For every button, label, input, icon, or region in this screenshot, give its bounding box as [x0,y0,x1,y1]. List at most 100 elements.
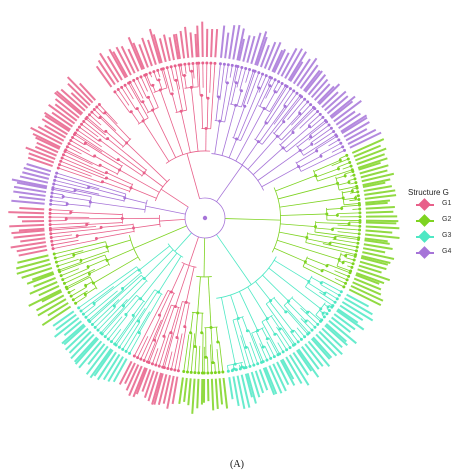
leaf-label [29,281,58,295]
trunk-branch [133,225,187,249]
leaf-branch [265,303,296,345]
leaf-branch [85,290,118,318]
tree-node [85,115,89,119]
leaf-label [236,375,246,410]
tree-node [344,281,348,285]
tree-node [113,342,117,346]
leaf-branch [305,242,356,255]
leaf-label [196,378,200,409]
leaf-branch [153,71,158,81]
branch [280,223,316,228]
tree-node [71,135,75,139]
tree-node [305,235,309,239]
leaf-label [258,369,269,391]
tree-node [243,104,247,108]
leaf-label [95,65,113,88]
tree-node [347,274,351,278]
leaf-label [357,268,391,282]
tree-node [120,85,124,89]
legend-item-g1: G1 [408,197,474,213]
leaf-label [338,112,361,130]
leaf-label [359,164,389,175]
leaf-branch [246,72,260,105]
tree-node [124,349,128,353]
leaf-label [365,233,400,240]
leaf-label [267,41,282,71]
leaf-label [346,293,370,308]
branch [184,302,190,327]
leaf-label [63,320,82,336]
tree-node [345,278,349,282]
tree-node [113,90,117,94]
leaf-branch [50,203,68,207]
leaf-label [61,323,85,345]
leaf-branch [124,84,134,100]
branch [337,181,350,186]
tree-node [236,65,240,69]
legend-title: Structure G [408,188,449,197]
trunk-branch [216,164,243,202]
leaf-branch [281,327,294,346]
leaf-branch [59,164,92,177]
leaf-label [288,354,310,386]
leaf-branch [136,78,148,99]
leaf-label [37,125,65,142]
tree-node [169,331,173,335]
tree-node [94,237,98,241]
leaf-branch [88,289,124,321]
tree-node [358,228,362,232]
root-arc [184,197,226,239]
tree-node [54,260,58,264]
tree-node [327,123,331,127]
tree-node [56,264,60,268]
leaf-label [349,131,382,149]
tree-node [64,285,68,289]
tree-node [303,335,307,339]
tree-node [169,367,173,371]
tree-node [244,66,248,70]
leaf-label [10,241,46,249]
branch [236,90,242,106]
leaf-label [151,372,163,405]
tree-node [144,73,148,77]
leaf-branch [67,146,82,155]
leaf-label [97,351,117,381]
leaf-label [172,34,180,60]
leaf-label [268,365,283,394]
leaf-label [358,264,382,274]
leaf-branch [232,319,247,368]
tree-node [74,301,78,305]
tree-node [284,310,288,314]
tree-node [236,316,240,320]
leaf-branch [50,200,68,203]
leaf-label [18,227,45,232]
branch [252,147,284,176]
leaf-label [201,21,204,58]
leaf-label [153,373,164,405]
branch [274,247,306,263]
leaf-label [93,349,114,377]
leaf-branch [214,362,216,373]
tree-node [65,202,69,206]
leaf-branch [162,332,173,368]
branch [279,197,344,208]
leaf-branch [337,162,350,168]
tree-node [53,256,57,260]
branch [215,327,219,343]
leaf-branch [209,63,212,93]
tree-node [82,119,86,123]
tree-node [245,329,249,333]
leaf-label [359,260,387,271]
tree-node [337,293,341,297]
clade-arc [144,199,148,213]
leaf-label [107,356,124,383]
leaf-label [318,330,343,356]
leaf-branch [174,333,183,371]
legend-marker-icon [418,246,431,259]
tree-node [358,224,362,228]
leaf-label [127,48,140,72]
tree-node [51,247,55,251]
branch [143,172,164,188]
leaf-branch [91,111,100,120]
leaf-branch [125,311,151,352]
